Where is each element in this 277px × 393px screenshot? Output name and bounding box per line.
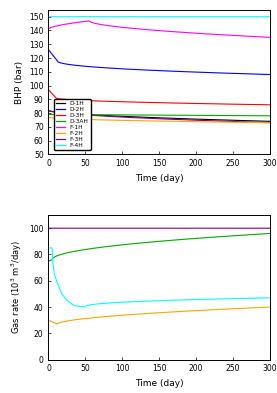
Y-axis label: BHP (bar): BHP (bar) — [15, 61, 24, 104]
Y-axis label: Gas rate ($10^3$ m$^3$/day): Gas rate ($10^3$ m$^3$/day) — [9, 241, 24, 334]
Legend: D-1H, D-2H, D-3H, D-3AH, F-1H, F-2H, F-3H, F-4H: D-1H, D-2H, D-3H, D-3AH, F-1H, F-2H, F-3… — [54, 99, 91, 150]
X-axis label: Time (day): Time (day) — [135, 174, 184, 183]
X-axis label: Time (day): Time (day) — [135, 379, 184, 388]
